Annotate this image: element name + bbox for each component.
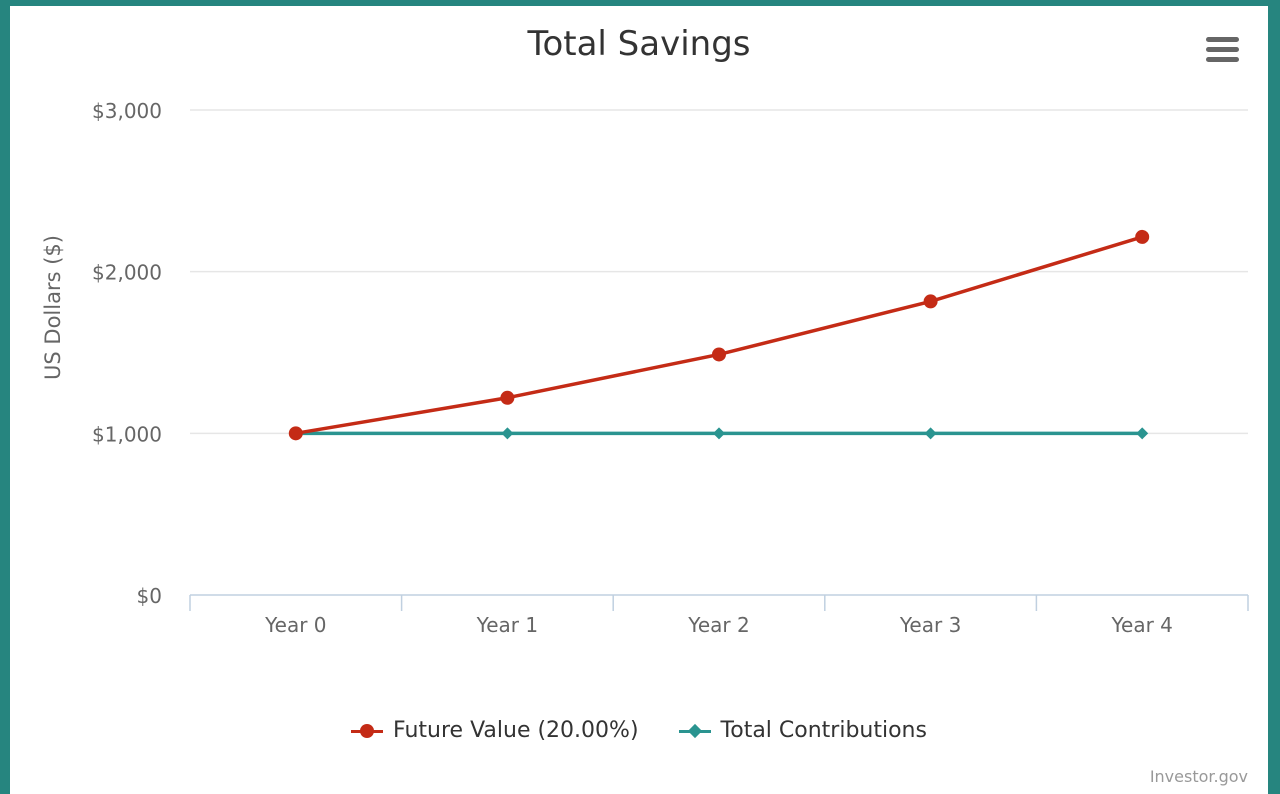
x-tick-label: Year 2 (687, 613, 749, 637)
data-point (713, 427, 725, 440)
y-tick-label: $3,000 (92, 99, 162, 123)
x-tick-label: Year 3 (899, 613, 961, 637)
hamburger-menu-icon[interactable] (1206, 34, 1246, 70)
legend: Future Value (20.00%) Total Contribution… (10, 718, 1268, 743)
series-line (295, 235, 1143, 436)
data-point (712, 347, 726, 362)
plot-area: $0 $1,000 $2,000 $3,000 Year 0 Year 1 Year 2 Ye… (41, 99, 1249, 637)
data-point (500, 390, 515, 405)
y-axis-title: US Dollars ($) (41, 235, 65, 380)
data-point (288, 426, 303, 441)
data-point (1136, 427, 1149, 440)
legend-item-total-contributions[interactable]: Total Contributions (678, 718, 927, 743)
credits-link[interactable]: Investor.gov (1149, 767, 1248, 786)
chart-container: Total Savings $0 $1,000 $2,000 $3,000 Year 0… (10, 6, 1268, 794)
y-tick-label: $1,000 (92, 422, 162, 446)
x-tick-label: Year 4 (1110, 613, 1172, 637)
x-tick-label: Year 0 (264, 613, 326, 637)
legend-label: Future Value (20.00%) (393, 718, 639, 743)
data-point (1135, 229, 1150, 244)
legend-label: Total Contributions (720, 718, 927, 743)
data-point (924, 427, 937, 440)
y-tick-label: $2,000 (92, 261, 162, 285)
legend-item-future-value[interactable]: Future Value (20.00%) (351, 718, 639, 743)
data-point (923, 294, 938, 309)
y-tick-label: $0 (137, 584, 162, 608)
legend-symbol-diamond (678, 723, 711, 738)
data-point (501, 427, 514, 440)
legend-symbol-circle (351, 723, 384, 738)
chart-title: Total Savings (527, 24, 751, 64)
x-tick-label: Year 1 (476, 613, 538, 637)
